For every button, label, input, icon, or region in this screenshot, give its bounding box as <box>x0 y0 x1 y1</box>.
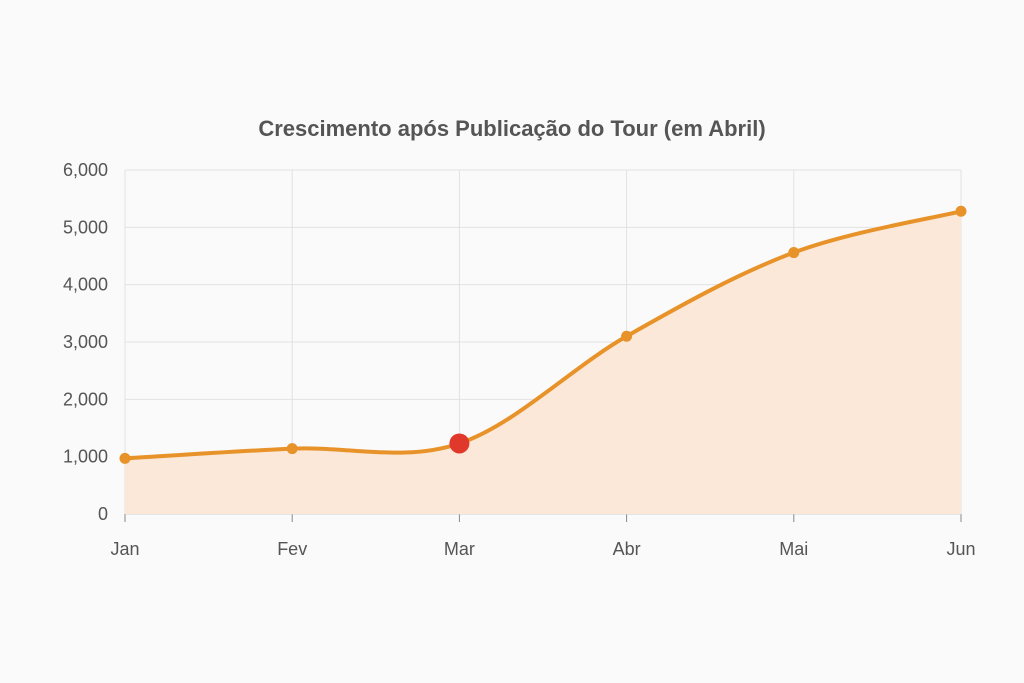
y-tick-label: 6,000 <box>63 160 108 180</box>
series-line <box>123 209 963 461</box>
x-tick-label: Jun <box>946 539 975 559</box>
data-point <box>286 443 298 455</box>
x-tick-label: Abr <box>613 539 641 559</box>
y-tick-label: 0 <box>98 504 108 524</box>
y-tick-label: 5,000 <box>63 217 108 237</box>
x-tick-label: Mar <box>444 539 475 559</box>
y-tick-label: 2,000 <box>63 389 108 409</box>
data-point <box>955 205 967 217</box>
y-tick-label: 4,000 <box>63 275 108 295</box>
data-point <box>621 330 633 342</box>
chart-title: Crescimento após Publicação do Tour (em … <box>258 116 766 141</box>
series-area <box>125 211 961 514</box>
x-tick-label: Fev <box>277 539 307 559</box>
x-tick-label: Mai <box>779 539 808 559</box>
highlight-point <box>449 433 470 454</box>
y-tick-label: 3,000 <box>63 332 108 352</box>
y-tick-label: 1,000 <box>63 447 108 467</box>
data-point <box>788 247 800 259</box>
x-tick-label: Jan <box>110 539 139 559</box>
data-point <box>119 452 131 464</box>
